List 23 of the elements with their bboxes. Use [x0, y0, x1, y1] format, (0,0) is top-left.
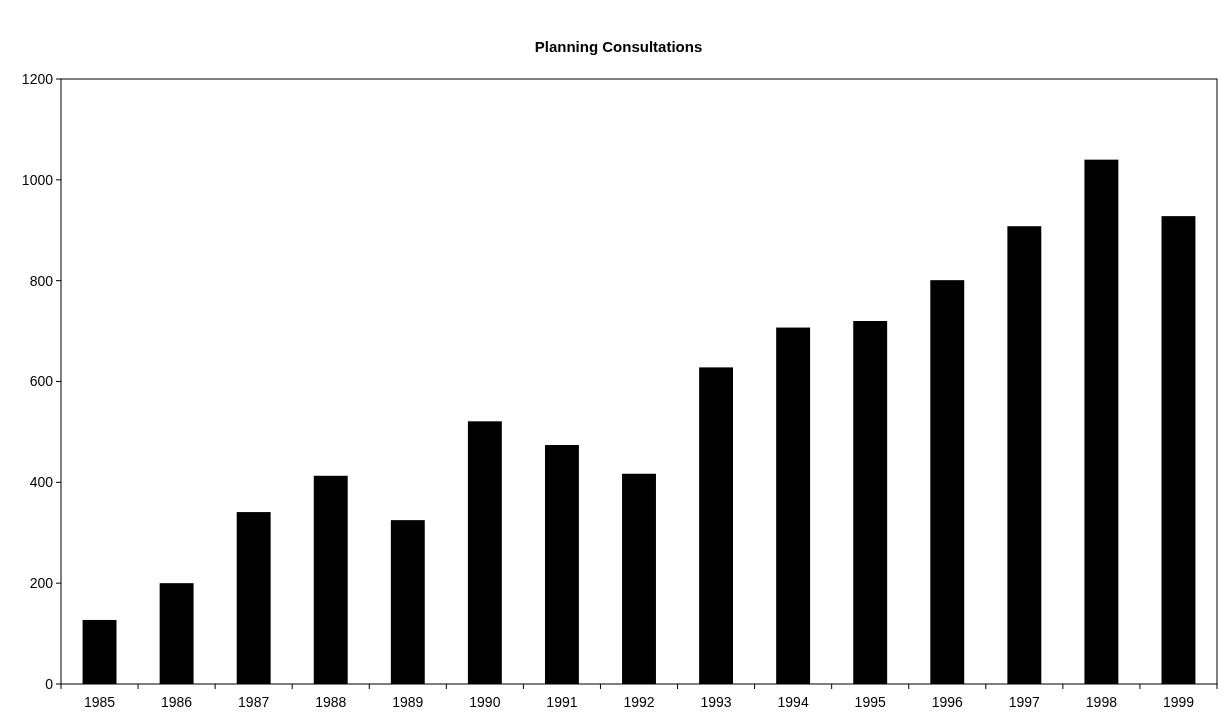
- chart-title: Planning Consultations: [534, 38, 703, 55]
- y-tick-label: 0: [45, 675, 54, 692]
- x-tick-label: 1993: [700, 694, 732, 710]
- x-tick-label: 1989: [392, 694, 424, 710]
- y-tick-label: 1000: [21, 171, 54, 188]
- x-tick-label: 1994: [777, 694, 809, 710]
- y-tick-label: 1200: [21, 70, 54, 87]
- y-tick-label: 800: [29, 272, 54, 289]
- y-tick-label: 600: [29, 373, 54, 390]
- x-tick-label: 1999: [1162, 694, 1195, 710]
- x-tick-label: 1998: [1085, 694, 1118, 710]
- x-tick-label: 1988: [315, 694, 347, 710]
- y-tick-label: 200: [29, 575, 54, 592]
- x-tick-label: 1985: [83, 694, 116, 710]
- x-tick-label: 1991: [546, 694, 578, 710]
- x-tick-label: 1990: [469, 694, 501, 710]
- y-tick-label: 400: [29, 474, 54, 491]
- x-tick-label: 1997: [1008, 694, 1041, 710]
- x-tick-label: 1986: [161, 694, 193, 710]
- x-tick-label: 1992: [623, 694, 655, 710]
- x-tick-label: 1987: [238, 694, 270, 710]
- x-tick-label: 1996: [931, 694, 964, 710]
- x-tick-label: 1995: [854, 694, 886, 710]
